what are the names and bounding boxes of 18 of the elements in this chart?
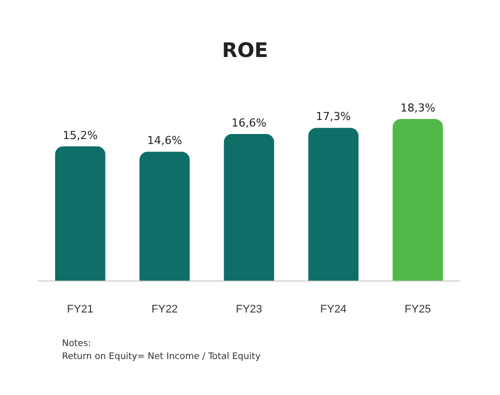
bar [224,134,274,281]
x-tick-label: FY21 [67,303,94,316]
bar [392,119,443,281]
text: Notes: [62,338,92,351]
bar [139,152,190,281]
data-label: 16,6% [232,116,266,130]
x-tick-label: FY24 [320,303,347,316]
bar [55,146,106,281]
x-tick-label: FY25 [404,303,431,316]
bar [308,128,359,281]
data-label: 18,3% [400,101,436,114]
text: Return on Equity= Net Income / Total Equity [62,351,261,364]
data-label: 14,6% [147,134,182,148]
x-tick-label: FY23 [236,303,262,316]
data-label: 17,3% [316,110,351,124]
chart-title: ROE [222,38,268,62]
data-label: 15,2% [62,128,98,142]
x-tick-label: FY22 [151,303,178,316]
